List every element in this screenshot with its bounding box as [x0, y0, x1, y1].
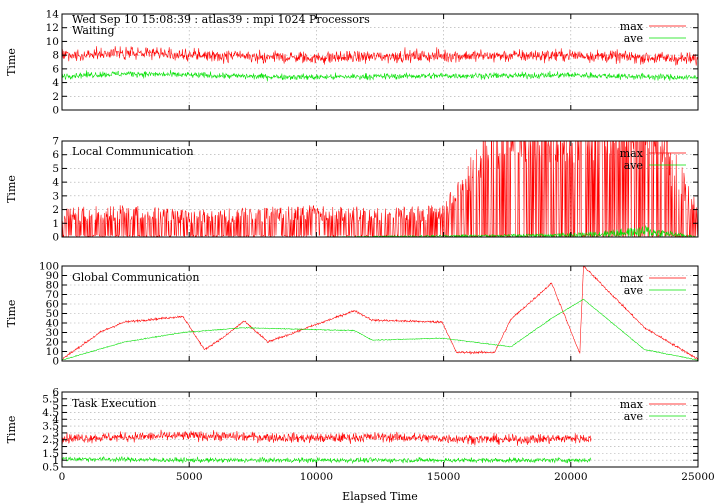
series-ave-line: [61, 298, 699, 361]
y-tick-label: 3: [52, 190, 59, 202]
y-tick-label: 5.5: [42, 393, 59, 405]
y-tick-label: 2: [52, 204, 59, 216]
y-tick-label: 4: [52, 177, 59, 189]
y-tick-label: 2: [52, 91, 59, 103]
x-tick-label: 20000: [554, 471, 587, 483]
y-tick-label: 80: [46, 280, 59, 292]
y-tick-label: 40: [46, 318, 59, 330]
y-tick-label: 6: [52, 387, 59, 399]
x-tick-label: 0: [59, 471, 66, 483]
y-tick-label: 4: [52, 414, 59, 426]
y-tick-label: 100: [39, 261, 59, 273]
plot-title: Global Communication: [72, 271, 200, 284]
y-tick-label: 70: [46, 289, 59, 301]
y-tick-label: 7: [52, 136, 59, 148]
y-tick-label: 8: [52, 50, 59, 62]
y-axis-label: Time: [5, 416, 18, 444]
plot-3: 0.511.522.533.544.555.56 0 5000 10000 15000 2…: [5, 387, 715, 504]
legend-label-ave: ave: [624, 284, 643, 297]
plot-frame: [61, 391, 699, 468]
y-tick-label: 0: [52, 105, 59, 117]
y-tick-label: 6: [52, 149, 59, 161]
series-ave-line: [61, 456, 592, 465]
y-tick-label: 3: [52, 427, 59, 439]
y-tick-label: 10: [46, 36, 59, 48]
y-tick-label: 1.5: [42, 448, 59, 460]
series-max-line: [61, 46, 699, 66]
y-tick-label: 5: [52, 163, 59, 175]
y-tick-label: 60: [46, 299, 59, 311]
y-tick-label: 12: [46, 22, 59, 34]
plot-title: Task Execution: [72, 397, 156, 410]
y-axis-label: Time: [5, 300, 18, 328]
series-max-line: [61, 265, 699, 360]
y-tick-label: 10: [46, 346, 59, 358]
series-max-line: [61, 429, 592, 446]
series-max-line: [61, 140, 699, 238]
y-tick-label: 6: [52, 63, 59, 75]
y-tick-label: 1: [52, 455, 59, 467]
x-axis-label: Elapsed Time: [342, 490, 418, 503]
x-tick-label: 15000: [427, 471, 460, 483]
y-tick-label: 0: [52, 356, 59, 368]
y-tick-label: 20: [46, 337, 59, 349]
y-tick-label: 90: [46, 270, 59, 282]
y-tick-label: 50: [46, 308, 59, 320]
y-tick-label: 14: [46, 9, 60, 21]
plot-title: Local Communication: [72, 145, 194, 158]
legend-label-max: max: [620, 272, 644, 285]
x-tick-label: 5000: [176, 471, 203, 483]
y-axis-label: Time: [5, 175, 18, 203]
y-tick-label: 0: [52, 232, 59, 244]
y-tick-label: 1: [52, 218, 59, 230]
y-tick-label: 0.5: [42, 462, 59, 474]
series-ave-line: [61, 69, 699, 82]
legend-label-max: max: [620, 20, 644, 33]
run-info-header: Wed Sep 10 15:08:39 : atlas39 : mpi 1024…: [72, 13, 370, 26]
y-tick-label: 4.5: [42, 407, 59, 419]
legend-label-max: max: [620, 147, 644, 160]
plot-title: Waiting: [72, 24, 115, 37]
y-tick-label: 2: [52, 441, 59, 453]
y-tick-label: 4: [52, 77, 59, 89]
y-tick-label: 3.5: [42, 421, 59, 433]
y-tick-label: 5: [52, 400, 59, 412]
legend-label-ave: ave: [624, 32, 643, 45]
y-tick-label: 30: [46, 327, 59, 339]
legend-label-ave: ave: [624, 410, 643, 423]
plot-frame: [61, 140, 699, 238]
plot-frame: [61, 13, 699, 111]
legend-label-max: max: [620, 398, 644, 411]
y-axis-label: Time: [5, 48, 18, 76]
y-tick-label: 2.5: [42, 434, 59, 446]
x-tick-label: 10000: [300, 471, 333, 483]
legend-label-ave: ave: [624, 159, 643, 172]
x-tick-label: 25000: [681, 471, 714, 483]
